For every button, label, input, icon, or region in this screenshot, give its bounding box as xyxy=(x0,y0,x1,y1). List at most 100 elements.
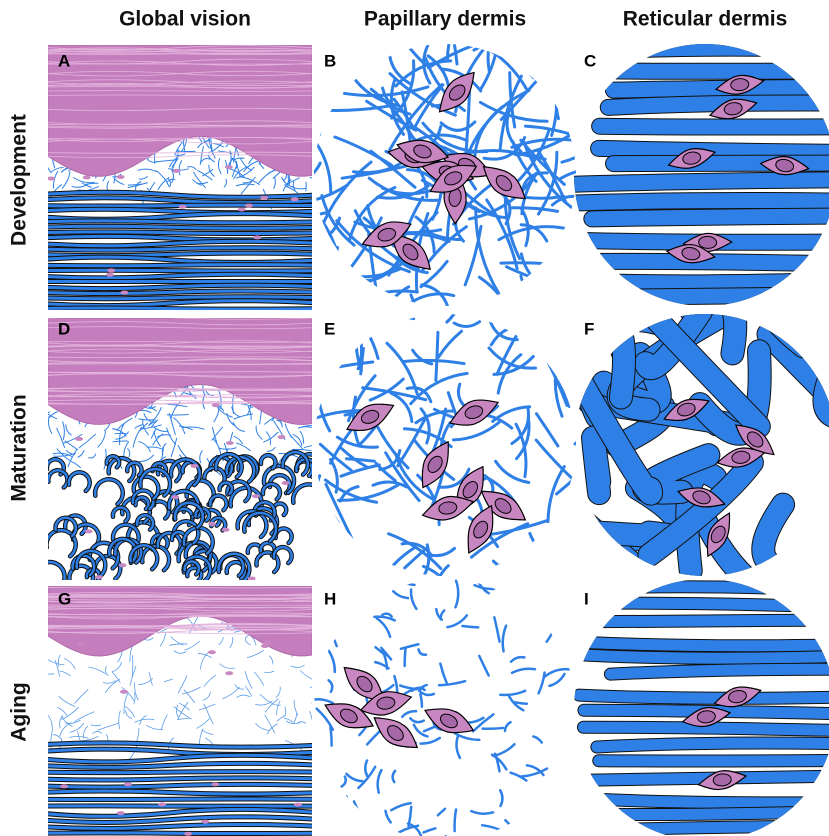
collagen-fiber xyxy=(454,322,479,327)
collagen-fiber xyxy=(477,578,489,594)
collagen-fiber xyxy=(550,59,557,136)
collagen-fiber xyxy=(518,276,526,336)
collagen-fiber xyxy=(539,673,545,694)
collagen-bundle xyxy=(38,265,322,266)
collagen-fiber xyxy=(441,122,475,130)
collagen-bundle xyxy=(583,727,829,731)
collagen-fiber xyxy=(493,744,514,756)
collagen-bundle xyxy=(763,505,821,570)
cell xyxy=(225,671,233,675)
collagen-fiber xyxy=(410,718,424,722)
collagen-fiber xyxy=(496,461,529,482)
collagen-fiber xyxy=(419,649,427,654)
cell xyxy=(201,820,209,824)
collagen-fiber xyxy=(559,369,583,388)
collagen-fiber xyxy=(317,371,329,431)
cell xyxy=(77,642,85,646)
collagen-fiber xyxy=(501,263,577,267)
collagen-fiber xyxy=(493,561,528,572)
collagen-bundle xyxy=(592,216,829,219)
collagen-fiber xyxy=(391,393,412,421)
collagen-fiber xyxy=(549,818,562,822)
collagen-fiber xyxy=(471,811,493,814)
row-label: Aging xyxy=(8,682,31,741)
cell xyxy=(158,802,166,806)
collagen-fiber xyxy=(342,777,346,787)
collagen-fiber xyxy=(429,548,454,555)
illustrations xyxy=(28,0,829,836)
collagen-fiber xyxy=(558,806,566,810)
collagen-fiber xyxy=(494,617,499,641)
collagen-fiber xyxy=(421,738,440,744)
collagen-fiber xyxy=(358,337,361,369)
collagen-fiber xyxy=(500,790,502,806)
collagen-bundle xyxy=(579,695,829,698)
collagen-fiber xyxy=(424,828,436,832)
collagen-fiber xyxy=(455,809,456,831)
collagen-fiber xyxy=(482,825,506,832)
collagen-fiber xyxy=(373,482,407,487)
collagen-fiber xyxy=(399,34,424,64)
collagen-fiber xyxy=(319,519,360,572)
collagen-bundle xyxy=(563,776,829,781)
collagen-bundle xyxy=(38,799,322,800)
panel xyxy=(29,317,324,589)
collagen-fiber xyxy=(503,626,506,652)
collagen-bundle xyxy=(38,221,322,223)
collagen-bundle xyxy=(565,810,829,814)
collagen-fiber xyxy=(329,680,333,692)
collagen-fiber xyxy=(393,591,408,598)
collagen-fiber xyxy=(405,649,406,666)
collagen-bundle xyxy=(597,743,829,747)
collagen-bundle xyxy=(610,669,829,674)
collagen-fiber xyxy=(324,626,337,646)
collagen-fiber xyxy=(500,691,525,695)
panel xyxy=(28,45,331,310)
cell xyxy=(263,641,271,645)
cell xyxy=(119,563,127,567)
cell xyxy=(184,832,192,836)
collagen-fiber xyxy=(522,319,564,341)
collagen-fiber xyxy=(337,362,373,367)
collagen-fiber xyxy=(393,771,395,782)
collagen-fiber xyxy=(381,287,409,330)
collagen-fiber xyxy=(319,0,344,49)
cell xyxy=(60,784,68,788)
row-label: Development xyxy=(8,114,31,246)
cell xyxy=(117,175,125,179)
collagen-fiber xyxy=(29,412,50,419)
collagen-fiber xyxy=(491,325,521,345)
row-label: Maturation xyxy=(8,394,31,501)
panel-letter: F xyxy=(584,319,594,338)
figure: Global vision Papillary dermis Reticular… xyxy=(0,0,829,836)
collagen-bundle xyxy=(38,833,322,834)
cell xyxy=(208,650,216,654)
collagen-bundle xyxy=(38,772,322,773)
cell xyxy=(120,690,128,694)
collagen-fiber xyxy=(355,312,413,318)
collagen-fiber xyxy=(512,407,529,444)
column-header: Global vision xyxy=(119,8,251,31)
collagen-fiber xyxy=(378,547,415,586)
collagen-fiber xyxy=(514,560,537,589)
collagen-fiber xyxy=(536,414,557,446)
collagen-fiber xyxy=(438,809,445,816)
collagen-fiber xyxy=(377,618,390,637)
cell xyxy=(107,268,115,272)
collagen-bundle xyxy=(567,826,829,831)
fibroblast xyxy=(321,693,377,738)
cell xyxy=(226,441,234,445)
collagen-bundle xyxy=(562,200,829,203)
collagen-fiber xyxy=(507,267,591,296)
collagen-fiber xyxy=(500,562,560,565)
collagen-bundle xyxy=(564,180,829,185)
collagen-fiber xyxy=(420,694,422,706)
cell xyxy=(172,169,180,173)
collagen-fiber xyxy=(515,702,527,703)
collagen-fiber xyxy=(354,801,361,814)
cell xyxy=(261,644,269,648)
collagen-fiber xyxy=(560,807,573,824)
collagen-bundle xyxy=(581,642,829,646)
cell xyxy=(252,494,260,498)
collagen-bundle xyxy=(581,655,829,658)
